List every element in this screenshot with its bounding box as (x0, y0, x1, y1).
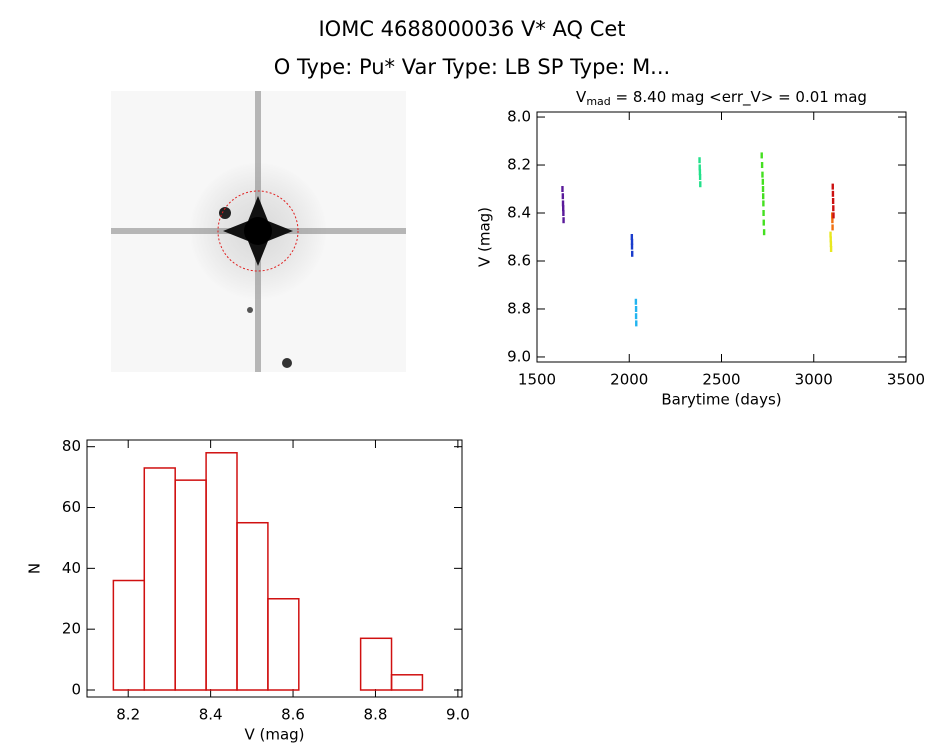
data-point (760, 162, 764, 169)
histogram: 8.2 8.4 8.6 8.8 9.0 0 20 40 60 80 V (mag) N (26, 437, 470, 743)
x-tick-label: 1500 (518, 371, 556, 389)
data-point (831, 212, 834, 219)
data-point (831, 224, 834, 231)
hist-bar (112, 579, 146, 691)
data-point (634, 313, 638, 320)
data-point (761, 178, 765, 185)
title-subscript: mad (586, 95, 610, 108)
hist-bar (390, 674, 424, 691)
data-point (630, 238, 634, 245)
x-tick-label: 8.6 (281, 706, 305, 724)
data-point (761, 186, 765, 193)
data-point (832, 212, 835, 219)
data-point (762, 229, 766, 236)
y-tick-label: 80 (62, 437, 81, 455)
data-point (562, 217, 565, 224)
data-point (762, 210, 765, 217)
data-point (760, 152, 763, 159)
y-tick-label: 8.0 (507, 108, 531, 126)
y-tick-label: 8.6 (507, 251, 531, 269)
hist-bar (267, 598, 300, 691)
data-point (699, 181, 702, 188)
x-tick-label: 3500 (887, 371, 925, 389)
y-axis-label: V (mag) (476, 207, 494, 267)
data-point (635, 320, 638, 327)
data-point (829, 236, 832, 243)
data-point (831, 198, 835, 205)
y-tick-label: 8.2 (507, 156, 531, 174)
data-point (831, 190, 835, 197)
data-point (631, 250, 634, 257)
data-point (698, 164, 701, 171)
data-point (829, 245, 833, 252)
y-tick-label: 0 (71, 681, 81, 699)
y-tick-label: 60 (62, 498, 81, 516)
x-axis-label: V (mag) (244, 726, 304, 744)
data-point (630, 234, 634, 240)
data-point (562, 210, 565, 217)
hist-bar (143, 467, 176, 691)
sky-image (111, 91, 406, 372)
y-tick-label: 9.0 (507, 347, 531, 365)
x-tick-label: 8.8 (364, 706, 388, 724)
x-tick-label: 8.2 (116, 706, 140, 724)
data-point (630, 243, 634, 250)
page-title: IOMC 4688000036 V* AQ Cet (318, 17, 625, 41)
x-tick-label: 2000 (610, 371, 648, 389)
data-point (561, 193, 565, 200)
x-tick-label: 3000 (795, 371, 833, 389)
data-point (698, 157, 701, 164)
light-curve: 1500 2000 2500 3000 3500 8.0 8.2 8.4 8.6 8.8 9.0 Ba… (476, 88, 926, 409)
data-point (762, 200, 765, 207)
data-point (761, 171, 764, 178)
y-tick-label: 20 (62, 620, 81, 638)
title-part: V (576, 88, 587, 106)
plot-frame (536, 111, 907, 363)
hist-bar (359, 637, 393, 691)
data-point (698, 169, 702, 176)
y-tick-label: 8.8 (507, 299, 531, 317)
page-subtitle: O Type: Pu* Var Type: LB SP Type: M... (274, 55, 670, 79)
data-point (829, 241, 833, 248)
data-point (761, 193, 765, 200)
data-point (561, 200, 565, 207)
x-tick-label: 2500 (702, 371, 740, 389)
data-point (762, 219, 765, 226)
hist-bar (205, 452, 238, 691)
data-point (698, 174, 702, 181)
plot-frame (86, 439, 463, 698)
y-axis-label: N (26, 563, 44, 574)
x-axis-label: Barytime (days) (661, 391, 781, 409)
data-point (829, 231, 832, 238)
hist-bar (174, 479, 207, 691)
data-point (832, 205, 835, 212)
data-point (634, 298, 638, 305)
data-point (561, 186, 564, 193)
y-tick-label: 40 (62, 559, 81, 577)
data-point (831, 183, 834, 190)
data-point (831, 217, 834, 224)
hist-bar (236, 521, 269, 691)
x-tick-label: 8.4 (199, 706, 223, 724)
y-tick-label: 8.4 (507, 204, 531, 222)
title-part: = 8.40 mag <err_V> = 0.01 mag (611, 88, 867, 107)
data-point (561, 205, 565, 212)
data-point (634, 305, 638, 312)
chart-title: Vmad = 8.40 mag <err_V> = 0.01 mag (576, 88, 867, 109)
x-tick-label: 9.0 (446, 706, 470, 724)
